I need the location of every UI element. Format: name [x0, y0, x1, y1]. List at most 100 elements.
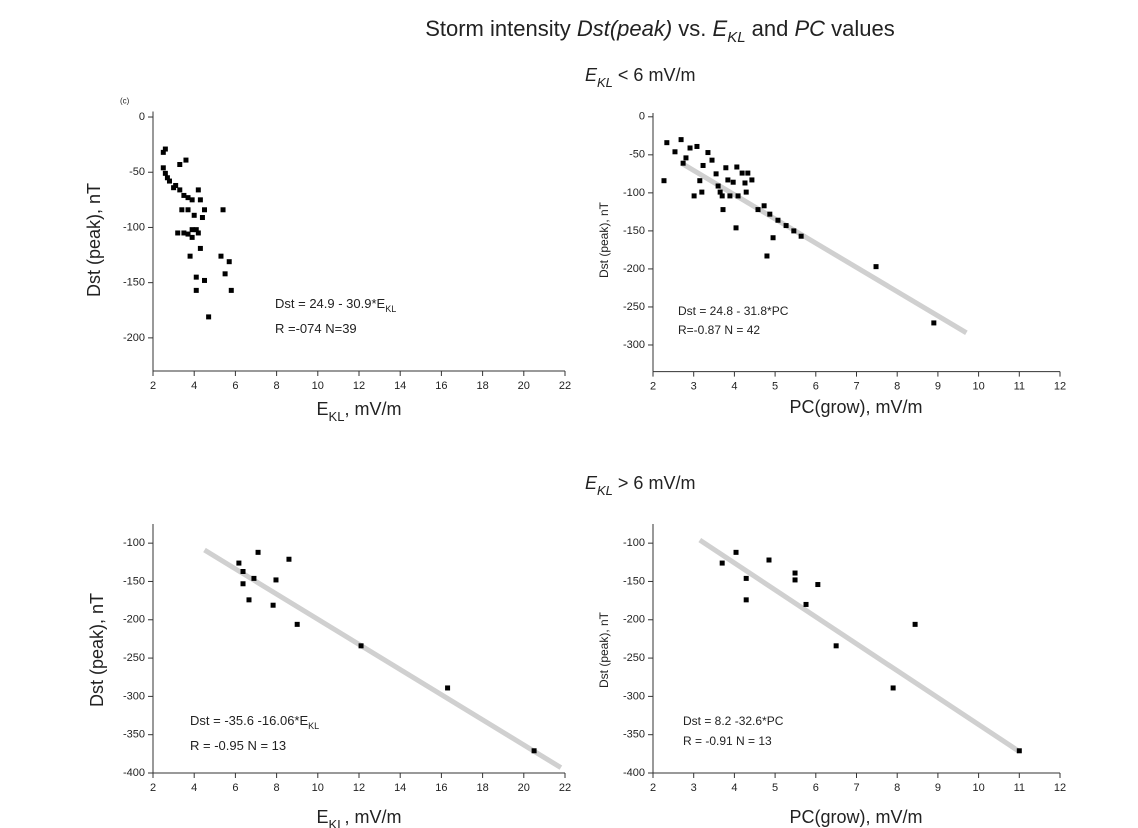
x-tick-label: 22	[559, 782, 571, 794]
point	[358, 643, 364, 649]
x-tick-label: 10	[972, 782, 984, 794]
x-tick-label: 10	[312, 782, 324, 794]
point	[743, 597, 749, 603]
annotation: R =-074 N=39	[275, 321, 357, 336]
point	[220, 207, 226, 213]
point	[228, 287, 234, 293]
x-tick-label: 18	[476, 380, 488, 392]
text-part: Storm intensity	[425, 16, 577, 41]
x-tick-label: 2	[650, 782, 656, 794]
y-tick-label: -200	[123, 614, 145, 626]
text-part: PC(grow), mV/m	[789, 807, 922, 827]
point	[833, 643, 839, 649]
text-part: E	[585, 65, 598, 85]
y-tick-label: -200	[123, 332, 145, 344]
text-part: KL	[727, 29, 745, 46]
point	[694, 143, 700, 149]
x-tick-label: 12	[1054, 782, 1066, 794]
panel-label: (c)	[120, 97, 130, 106]
point	[185, 195, 191, 201]
text-part: KL	[597, 483, 613, 498]
point	[664, 140, 670, 146]
point	[735, 193, 741, 199]
point	[177, 162, 183, 168]
point	[767, 211, 773, 217]
y-tick-label: -400	[623, 767, 645, 779]
point	[742, 180, 748, 186]
figure-title: Storm intensity Dst(peak) vs. EKL and PC…	[425, 16, 895, 47]
x-tick-label: 12	[353, 782, 365, 794]
point	[792, 570, 798, 576]
x-tick-label: 14	[394, 380, 406, 392]
point	[798, 233, 804, 239]
point	[197, 245, 203, 251]
text-part: KL	[308, 721, 319, 731]
point	[717, 189, 723, 195]
text-part: R = -0.91 N = 13	[683, 734, 772, 748]
text-part: PC(grow), mV/m	[789, 397, 922, 417]
text-part: > 6 mV/m	[613, 473, 696, 493]
text-part: E	[317, 807, 329, 827]
point	[890, 685, 896, 691]
x-tick-label: 4	[191, 380, 197, 392]
point	[733, 225, 739, 231]
point	[1016, 748, 1022, 754]
point	[164, 175, 170, 181]
point	[286, 556, 292, 562]
point	[183, 157, 189, 163]
text-part: KL	[385, 304, 396, 314]
x-tick-label: 4	[731, 381, 737, 393]
section-heading: EKL > 6 mV/m	[585, 473, 695, 498]
point	[202, 277, 207, 283]
y-tick-label: -150	[623, 575, 645, 587]
x-tick-label: 6	[813, 782, 819, 794]
point	[723, 165, 729, 171]
y-tick-label: -150	[123, 277, 145, 289]
text-part: Dst (peak), nT	[84, 183, 104, 297]
point	[195, 230, 201, 236]
point	[187, 253, 193, 259]
text-part: PC	[795, 16, 826, 41]
point	[185, 207, 191, 213]
point	[792, 577, 798, 583]
point	[294, 621, 300, 627]
text-part: R =-074 N=39	[275, 321, 357, 336]
point	[175, 230, 181, 236]
point	[683, 155, 689, 161]
x-tick-label: 11	[1014, 782, 1025, 794]
text-part: Dst = 24.8 - 31.8*PC	[678, 304, 789, 318]
point	[699, 189, 705, 195]
point	[783, 223, 789, 229]
y-tick-label: -350	[123, 729, 145, 741]
y-tick-label: -100	[123, 537, 145, 549]
y-tick-label: -150	[623, 225, 645, 237]
point	[195, 187, 201, 193]
y-tick-label: -250	[623, 301, 645, 313]
point	[719, 193, 725, 199]
y-tick-label: -50	[629, 149, 645, 161]
point	[177, 187, 183, 193]
point	[226, 259, 232, 265]
point	[206, 314, 212, 320]
point	[733, 549, 739, 555]
point	[755, 207, 761, 213]
x-tick-label: 20	[518, 782, 530, 794]
x-tick-label: 14	[394, 782, 406, 794]
y-tick-label: -200	[623, 263, 645, 275]
x-tick-label: 8	[274, 380, 280, 392]
annotation: Dst = 8.2 -32.6*PC	[683, 714, 784, 728]
y-tick-label: -100	[623, 187, 645, 199]
text-part: Dst(peak)	[577, 16, 672, 41]
annotation: Dst = -35.6 -16.06*EKL	[190, 713, 319, 731]
y-tick-label: -400	[123, 767, 145, 779]
point	[531, 748, 537, 754]
point	[766, 557, 772, 563]
text-part: , mV/m	[344, 399, 401, 419]
fit-line	[698, 538, 1021, 754]
point	[222, 271, 228, 277]
point	[189, 197, 195, 203]
x-axis-label: PC(grow), mV/m	[789, 397, 922, 417]
point	[770, 235, 776, 241]
point	[181, 230, 187, 236]
point	[160, 165, 166, 171]
